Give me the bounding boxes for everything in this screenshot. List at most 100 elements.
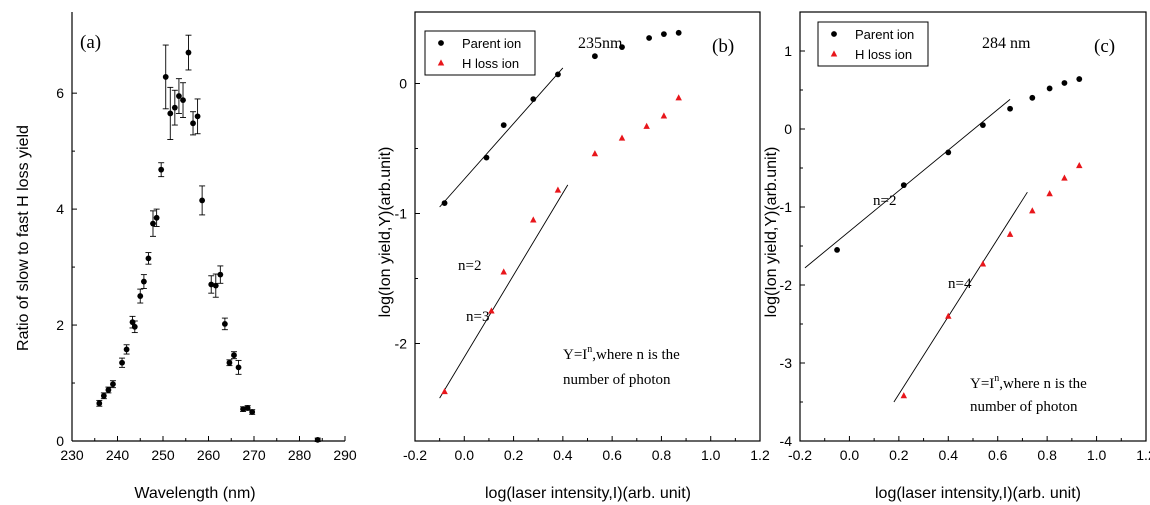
panel-c-x-tick-label-4: 0.6 [988,447,1008,463]
panel-b-legend-marker-0 [438,40,444,46]
panel-b-series-0-point-2 [500,122,507,128]
panel-a-y-axis-title: Ratio of slow to fast H loss yield [15,125,32,351]
panel-c-x-tick-label-2: 0.2 [889,447,909,463]
panel-c-series-1-point-1 [945,312,952,319]
panel-c-formula-rest: ,where n is the [999,376,1087,392]
panel-b-series-0-point-7 [646,35,653,41]
panel-c-x-tick-label-1: 0.0 [840,447,860,463]
panel-c-legend-label-0: Parent ion [855,27,914,42]
panel-a-series-0-point-15 [167,110,174,117]
panel-a-series-0-point-0 [96,400,103,407]
panel-b-series-1-point-2 [500,268,507,275]
panel-a-series-0-point-10 [145,255,152,262]
panel-c-x-axis-title: log(laser intensity,I)(arb. unit) [875,485,1081,502]
panel-b-x-tick-label-3: 0.4 [553,447,573,463]
panel-b-fit-line-0 [439,67,564,208]
panel-b-fit-label-0: n=2 [458,258,481,274]
panel-b-y-tick-label-2: 0 [399,76,407,92]
panel-c-formula-base: Y=I [970,376,994,392]
panel-c-annotation-line1: Y=In,where n is the [970,373,1087,392]
panel-c-x-tick-label-0: -0.2 [788,447,812,463]
panel-a-x-tick-label-0: 230 [60,447,84,463]
panel-a-series-0-point-9 [140,278,147,285]
panel-a-series-0-point-12 [153,214,160,221]
panel-c-y-tick-label-1: -3 [780,355,793,371]
panel-b-x-tick-label-6: 1.0 [701,447,721,463]
panel-b-x-tick-label-2: 0.2 [504,447,524,463]
panel-c-label: (c) [1094,36,1115,57]
panel-a-series-0-point-22 [199,197,206,204]
panel-a-chart: (a) Wavelength (nm) Ratio of slow to fas… [15,12,357,502]
panel-c-y-tick-label-0: -4 [780,433,793,449]
panel-a-series-0-point-20 [190,120,196,127]
panel-c-x-tick-label-5: 0.8 [1037,447,1057,463]
panel-b-series-0-point-9 [675,29,682,36]
panel-c-fit-line-1 [893,191,1028,403]
panel-c-y-tick-label-3: -1 [780,199,793,215]
panel-b-legend-box [424,30,536,76]
panel-a-series-0-point-2 [105,387,112,393]
panel-c-title: 284 nm [982,35,1031,52]
panel-b-series-1-point-1 [488,307,495,314]
panel-b-annotation-line1: Y=In,where n is the [563,344,680,363]
panel-b-legend-marker-1 [437,59,445,66]
panel-b-series-1-point-4 [554,186,562,193]
panel-b-series-0-point-4 [555,71,561,78]
panel-b-y-axis-title: log(Ion yield,Y)(arb.unit) [377,147,394,318]
panel-c-series-0-point-1 [900,182,907,189]
panel-b-x-tick-label-7: 1.2 [750,447,770,463]
panel-c-series-1-point-2 [979,260,987,267]
panel-b-series-1-point-6 [618,134,626,141]
panel-b-y-tick-label-0: -2 [395,336,408,352]
panel-a-series-0-point-7 [131,323,138,330]
panel-c-x-tick-label-3: 0.4 [939,447,959,463]
panel-a-label: (a) [80,32,101,53]
panel-c-series-0-point-0 [834,247,840,253]
panel-c-series-1-point-5 [1046,190,1053,197]
panel-a-series-0-point-24 [212,282,219,289]
panel-c-formula-sup: n [994,373,999,384]
panel-c-series-0-point-2 [945,149,952,156]
panel-c-x-tick-label-6: 1.0 [1087,447,1107,463]
panel-c-annotation-line2: number of photon [970,399,1078,415]
panel-c-series-1-point-4 [1029,207,1036,214]
panel-a-y-tick-label-2: 4 [56,201,64,217]
panel-b-series-1-point-9 [675,94,682,101]
panel-c-series-0-point-3 [979,122,986,128]
panel-c-series-0-point-7 [1061,80,1068,86]
panel-a-series-0-point-17 [176,93,182,99]
panel-a-series-0-point-19 [185,49,192,56]
panel-b-y-tick-label-1: -1 [395,206,408,222]
panel-b-x-axis-title: log(laser intensity,I)(arb. unit) [485,485,691,502]
panel-b-legend-label-0: Parent ion [462,36,521,51]
panel-c-y-axis-title: log(Ion yield,Y)(arb.unit) [763,147,780,318]
panel-c-series-0-point-6 [1046,85,1053,92]
panel-a-series-0-point-28 [231,352,237,359]
panel-b-series-1-point-8 [660,112,668,119]
panel-a-series-0-point-1 [100,392,107,399]
panel-a-series-0-point-29 [235,364,242,371]
panel-c-y-tick-label-5: 1 [784,43,792,59]
panel-c-series-0-point-4 [1007,105,1013,112]
panel-c-x-tick-label-7: 1.2 [1136,447,1150,463]
panel-b-series-1-point-7 [643,122,650,129]
panel-b-formula-sup: n [587,344,592,355]
panel-a-series-0-point-3 [110,381,116,388]
panel-b-series-0-point-3 [530,96,537,102]
panel-c-legend-marker-1 [830,50,838,57]
panel-a-y-tick-label-0: 0 [56,433,64,449]
panel-c-fit-line-0 [804,99,1011,269]
panel-b-formula-base: Y=I [563,347,587,363]
panel-c-legend-label-1: H loss ion [855,47,912,62]
panel-c-series-1-point-0 [900,392,908,399]
panel-a-x-tick-label-4: 270 [242,447,266,463]
panel-a-y-tick-label-1: 2 [56,317,64,333]
panel-b-legend-label-1: H loss ion [462,56,519,71]
panel-a-x-tick-label-1: 240 [106,447,130,463]
panel-a-y-tick-label-3: 6 [56,85,64,101]
panel-b-x-tick-label-1: 0.0 [455,447,475,463]
panel-b-fit-label-1: n=3 [466,309,489,325]
panel-b-series-0-point-6 [619,44,625,50]
panel-c-legend-marker-0 [831,31,837,37]
